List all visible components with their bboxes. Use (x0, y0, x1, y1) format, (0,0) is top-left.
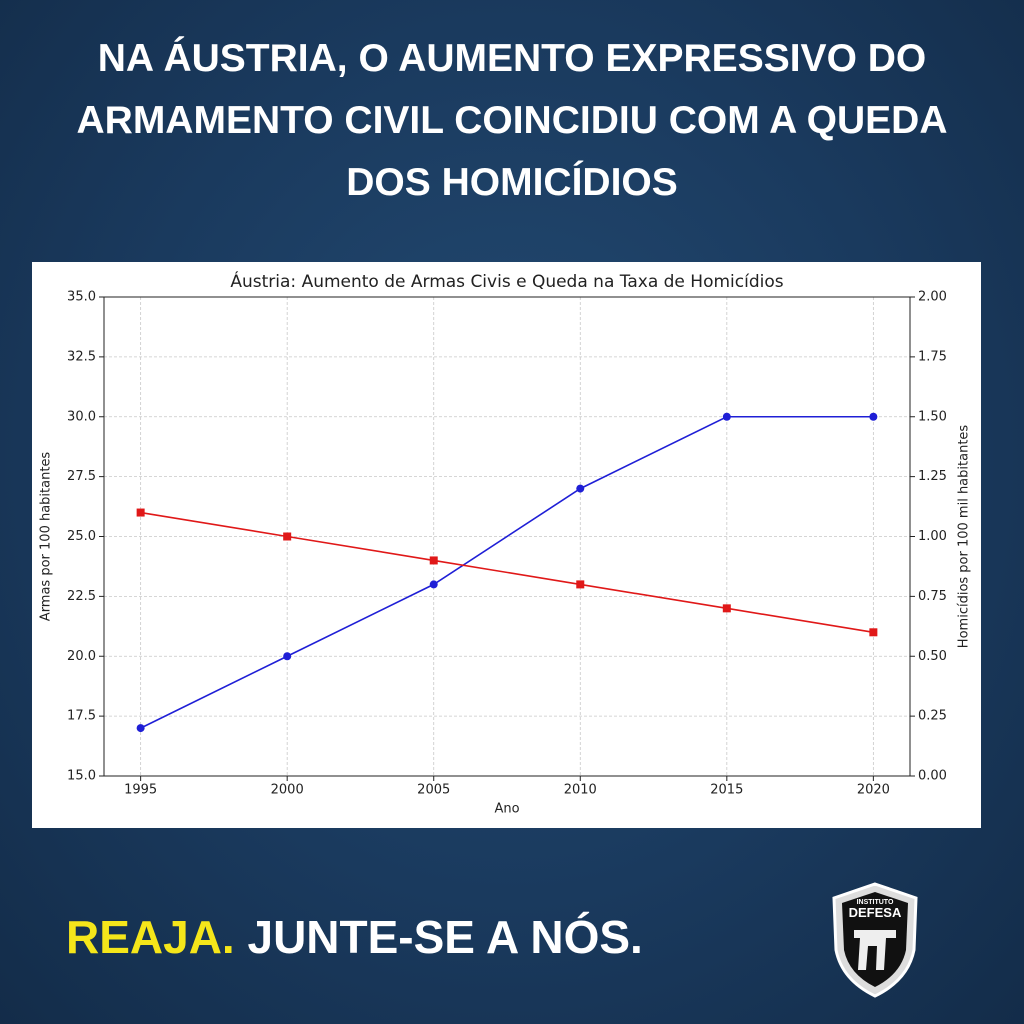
plot-frame (103, 296, 911, 777)
y2-tick-label: 1.75 (918, 349, 947, 364)
marker (429, 580, 438, 589)
y2-tick-label: 0.00 (918, 769, 947, 784)
logo: INSTITUTO DEFESA (832, 882, 918, 998)
y-tick-label: 15.0 (67, 769, 96, 784)
cta-text: JUNTE-SE A NÓS. (247, 911, 643, 963)
marker (869, 412, 878, 421)
headline-line: ARMAMENTO CIVIL COINCIDIU COM A QUEDA (76, 99, 948, 142)
x-tick-label: 1995 (124, 783, 157, 798)
logo-name: DEFESA (849, 905, 902, 920)
chart-title: Áustria: Aumento de Armas Civis e Queda … (230, 270, 783, 292)
y2-tick-label: 0.50 (918, 649, 947, 664)
x-tick-label: 2005 (417, 783, 450, 798)
marker (429, 556, 438, 565)
headline: NA ÁUSTRIA, O AUMENTO EXPRESSIVO DO ARMA… (0, 28, 1024, 214)
x-tick-label: 2000 (271, 783, 304, 798)
headline-line: DOS HOMICÍDIOS (346, 161, 678, 204)
cta-highlight: REAJA. (66, 911, 235, 963)
y2-tick-label: 2.00 (918, 290, 947, 305)
y2-axis-label: Homicídios por 100 mil habitantes (957, 425, 972, 649)
call-to-action: REAJA. JUNTE-SE A NÓS. (66, 910, 643, 964)
y-tick-label: 30.0 (67, 409, 96, 424)
marker (283, 532, 292, 541)
y-axis-label: Armas por 100 habitantes (39, 452, 54, 622)
logo-icon (854, 930, 896, 970)
logo-top: INSTITUTO (857, 899, 894, 906)
y2-tick-label: 0.75 (918, 589, 947, 604)
y-tick-label: 20.0 (67, 649, 96, 664)
y-tick-label: 32.5 (67, 349, 96, 364)
y-tick-label: 25.0 (67, 529, 96, 544)
y-tick-label: 27.5 (67, 469, 96, 484)
chart: Áustria: Aumento de Armas Civis e Queda … (32, 262, 981, 828)
y2-tick-label: 1.00 (918, 529, 947, 544)
x-tick-label: 2010 (564, 783, 597, 798)
marker (136, 508, 145, 517)
y2-tick-label: 1.25 (918, 469, 947, 484)
x-axis-label: Ano (494, 802, 519, 817)
y2-tick-label: 0.25 (918, 709, 947, 724)
marker (576, 580, 585, 589)
x-tick-label: 2020 (857, 783, 890, 798)
marker (722, 604, 731, 613)
series-line (140, 415, 874, 729)
marker (576, 484, 585, 493)
marker (869, 628, 878, 637)
series-line (140, 511, 874, 634)
marker (283, 652, 292, 661)
x-tick-label: 2015 (710, 783, 743, 798)
headline-line: NA ÁUSTRIA, O AUMENTO EXPRESSIVO DO (97, 37, 927, 80)
marker (722, 412, 731, 421)
y-tick-label: 17.5 (67, 709, 96, 724)
marker (136, 724, 145, 733)
y2-tick-label: 1.50 (918, 409, 947, 424)
y-tick-label: 22.5 (67, 589, 96, 604)
y-tick-label: 35.0 (67, 290, 96, 305)
